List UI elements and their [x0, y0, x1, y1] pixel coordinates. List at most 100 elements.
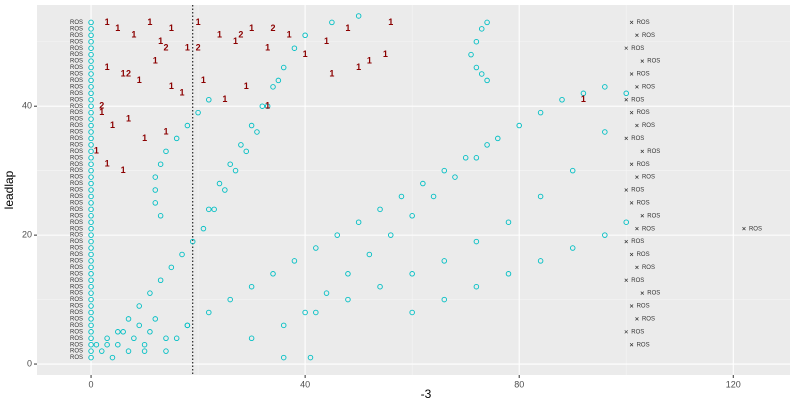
point-label: ROS: [70, 349, 83, 355]
point-label: 1: [201, 75, 206, 85]
point-label: ROS: [70, 117, 83, 123]
point: [88, 309, 94, 316]
point: [88, 200, 94, 206]
point-label: 1: [163, 126, 168, 136]
point-label: ROS: [70, 355, 83, 361]
point-label: 2: [126, 68, 131, 78]
point: [505, 271, 512, 277]
point: [152, 200, 159, 206]
point: [441, 258, 448, 264]
point: [88, 26, 94, 32]
point: [88, 167, 94, 174]
point: [93, 341, 100, 348]
point: [173, 135, 180, 142]
point-label: ROS: [637, 72, 650, 78]
point-label: 1: [581, 94, 586, 104]
point-label: ROS: [637, 200, 650, 206]
point-label: ROS: [70, 162, 83, 168]
x-tick-label: 40: [300, 379, 310, 389]
point: [88, 335, 94, 342]
point-label: ROS: [70, 278, 83, 284]
point: [184, 122, 191, 129]
point: [88, 155, 94, 161]
point: [441, 296, 448, 303]
panel: [37, 5, 790, 375]
point: [409, 213, 415, 219]
point-label: ROS: [70, 149, 83, 155]
point: [452, 174, 458, 180]
point: [355, 13, 362, 19]
point-label: ROS: [70, 110, 83, 116]
point: [462, 155, 469, 161]
point: [559, 97, 565, 103]
point: [88, 32, 94, 39]
point: [345, 296, 351, 303]
point: [152, 174, 159, 180]
point: [88, 213, 94, 219]
point: [88, 148, 94, 155]
point: [248, 283, 255, 290]
point: [430, 193, 437, 200]
point: [248, 122, 255, 129]
x-marker: [624, 278, 628, 282]
point: [115, 329, 121, 335]
x-marker: [624, 136, 628, 141]
point: [345, 271, 351, 277]
point-label: ROS: [70, 304, 83, 310]
point-label: 1: [121, 68, 126, 78]
point-label: 1: [265, 43, 270, 53]
point-label: ROS: [642, 123, 655, 129]
point-label: 1: [169, 23, 174, 33]
point: [88, 38, 94, 45]
point: [420, 180, 426, 187]
point: [88, 109, 94, 116]
point-label: ROS: [642, 175, 655, 181]
point-label: ROS: [70, 310, 83, 316]
point: [88, 245, 94, 251]
point: [334, 232, 340, 238]
y-tick-label: 20: [22, 229, 32, 239]
point-label: ROS: [70, 78, 83, 84]
point-label: ROS: [70, 39, 83, 45]
point: [238, 142, 244, 148]
point-label: 1: [367, 55, 372, 65]
point: [222, 187, 228, 193]
x-marker: [629, 201, 634, 205]
point: [104, 335, 110, 342]
point-label: ROS: [70, 52, 83, 58]
x-marker: [629, 20, 634, 25]
point-label: ROS: [70, 136, 83, 142]
point-label: ROS: [70, 265, 83, 271]
point: [125, 316, 132, 322]
point-label: ROS: [70, 20, 83, 26]
point: [478, 26, 485, 32]
point-label: ROS: [70, 97, 83, 103]
point-label: ROS: [70, 233, 83, 239]
x-tick-label: 80: [514, 379, 524, 389]
point: [602, 129, 608, 135]
point: [516, 122, 522, 129]
point-label: ROS: [631, 46, 644, 52]
point-label: ROS: [631, 329, 644, 335]
point: [136, 322, 142, 329]
point: [280, 354, 287, 361]
point: [602, 84, 608, 90]
point: [88, 277, 94, 283]
point: [302, 32, 308, 39]
point-label: ROS: [70, 72, 83, 78]
point: [302, 309, 308, 316]
point-label: ROS: [631, 136, 644, 142]
point: [136, 303, 142, 309]
point: [569, 167, 576, 174]
point-label: ROS: [70, 329, 83, 335]
point: [88, 142, 94, 148]
point: [88, 329, 94, 335]
point: [88, 187, 94, 193]
point-label: ROS: [70, 65, 83, 71]
point-label: 1: [147, 17, 152, 27]
point: [259, 103, 266, 109]
point-label: ROS: [70, 130, 83, 136]
x-tick-label: 120: [726, 379, 741, 389]
point: [115, 341, 121, 348]
